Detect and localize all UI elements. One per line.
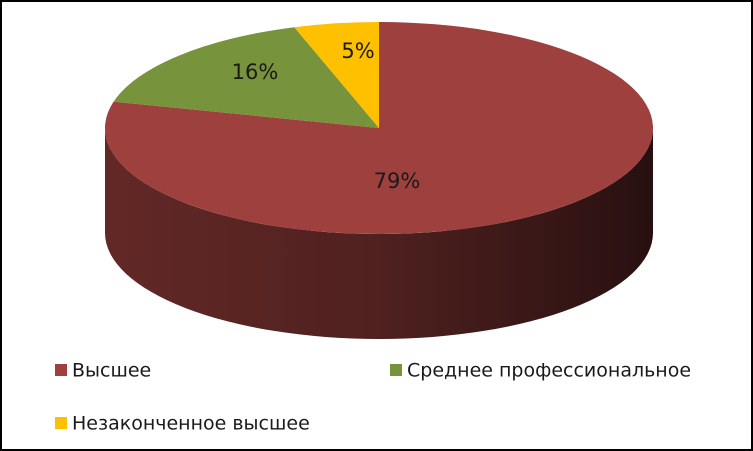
data-label: 5%	[341, 39, 374, 63]
legend-label: Незаконченное высшее	[72, 413, 310, 435]
slice-side	[105, 128, 653, 339]
legend-label: Высшее	[72, 360, 151, 382]
legend-swatch	[390, 364, 402, 376]
slice	[113, 27, 379, 128]
data-label: 16%	[232, 60, 279, 84]
legend-label: Среднее профессиональное	[407, 360, 691, 382]
legend-swatch	[55, 417, 67, 429]
data-label: 79%	[374, 169, 421, 193]
legend-swatch	[55, 364, 67, 376]
slice	[294, 22, 379, 128]
